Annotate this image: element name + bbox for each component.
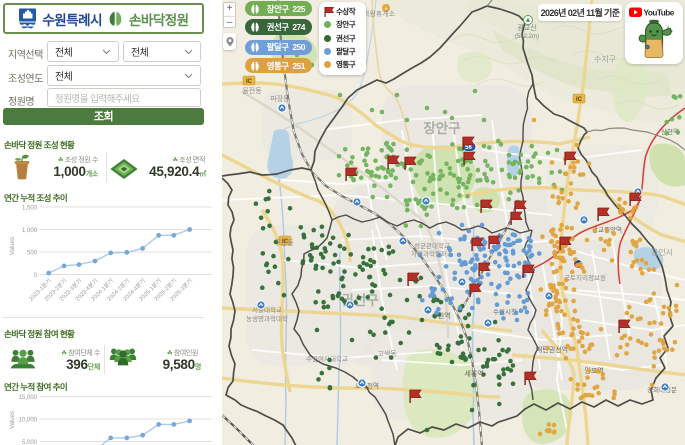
- svg-text:Values: Values: [10, 237, 16, 255]
- svg-text:망포역: 망포역: [584, 366, 603, 375]
- svg-text:YouTube: YouTube: [644, 9, 675, 18]
- svg-text:성균관대학교: 성균관대학교: [414, 241, 450, 250]
- svg-text:수지구: 수지구: [594, 55, 616, 64]
- svg-text:세류역: 세류역: [464, 369, 483, 378]
- svg-text:56: 56: [465, 145, 472, 151]
- svg-text:1,500: 1,500: [22, 206, 38, 212]
- svg-text:0: 0: [34, 273, 38, 279]
- svg-text:수원여자대학교: 수원여자대학교: [306, 354, 348, 363]
- svg-text:광교산: 광교산: [517, 23, 537, 32]
- svg-text:+: +: [384, 7, 387, 13]
- svg-text:수원역: 수원역: [431, 311, 450, 320]
- svg-text:의왕휴게소: 의왕휴게소: [363, 9, 396, 18]
- svg-text:서울대학교: 서울대학교: [252, 305, 282, 314]
- svg-text:상현역: 상현역: [661, 127, 679, 136]
- svg-text:IC: IC: [576, 97, 583, 103]
- svg-text:구운동: 구운동: [274, 239, 294, 247]
- svg-text:IC: IC: [282, 239, 289, 245]
- svg-text:10,000: 10,000: [19, 418, 38, 424]
- svg-text:자연과학캠퍼스: 자연과학캠퍼스: [411, 249, 453, 258]
- svg-text:5,000: 5,000: [22, 440, 38, 445]
- svg-text:오목천역: 오목천역: [355, 381, 379, 390]
- svg-text:매탄권선역: 매탄권선역: [536, 345, 568, 354]
- svg-text:장안구: 장안구: [423, 120, 460, 136]
- svg-text:수원시청: 수원시청: [493, 307, 517, 316]
- svg-text:율전동: 율전동: [242, 86, 262, 95]
- svg-text:IC: IC: [246, 79, 253, 85]
- svg-text:파장동: 파장동: [270, 94, 290, 103]
- svg-text:500: 500: [27, 251, 38, 257]
- svg-text:15,000: 15,000: [19, 395, 38, 401]
- svg-text:용인시: 용인시: [651, 247, 673, 257]
- svg-text:1,000: 1,000: [22, 228, 38, 234]
- svg-text:Values: Values: [10, 411, 16, 429]
- svg-text:농생명과학대학: 농생명과학대학: [246, 314, 288, 323]
- svg-text:고색동: 고색동: [377, 349, 397, 358]
- svg-text:국토지리정보원: 국토지리정보원: [564, 273, 606, 282]
- svg-text:(582.2m): (582.2m): [515, 34, 539, 40]
